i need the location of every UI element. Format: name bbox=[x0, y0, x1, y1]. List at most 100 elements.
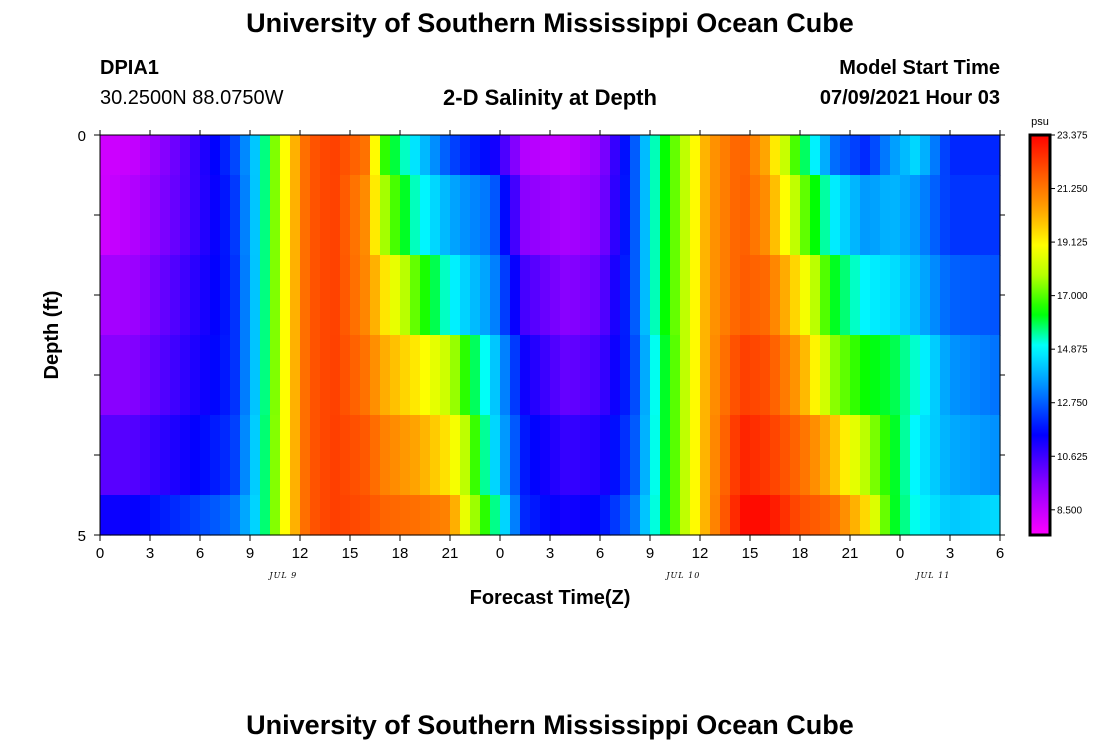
heatmap-cell bbox=[410, 495, 421, 536]
heatmap-cell bbox=[360, 415, 371, 496]
heatmap-cell bbox=[240, 135, 251, 176]
heatmap-cell bbox=[580, 255, 591, 336]
heatmap-cell bbox=[100, 175, 111, 256]
heatmap-cell bbox=[490, 415, 501, 496]
heatmap-cell bbox=[640, 175, 651, 256]
heatmap-cell bbox=[120, 335, 131, 416]
heatmap-cell bbox=[690, 335, 701, 416]
heatmap-cell bbox=[630, 335, 641, 416]
heatmap-cell bbox=[800, 255, 811, 336]
heatmap-cell bbox=[690, 255, 701, 336]
heatmap-cell bbox=[220, 135, 231, 176]
heatmap-cell bbox=[490, 175, 501, 256]
heatmap-cell bbox=[810, 335, 821, 416]
heatmap-cell bbox=[960, 335, 971, 416]
heatmap-cell bbox=[690, 495, 701, 536]
heatmap-cell bbox=[770, 135, 781, 176]
heatmap-cell bbox=[240, 255, 251, 336]
heatmap-cell bbox=[770, 335, 781, 416]
heatmap-cell bbox=[370, 255, 381, 336]
heatmap-cell bbox=[860, 415, 871, 496]
heatmap-cell bbox=[310, 415, 321, 496]
heatmap-cell bbox=[680, 495, 691, 536]
heatmap-cell bbox=[300, 255, 311, 336]
heatmap-cell bbox=[220, 175, 231, 256]
heatmap-cell bbox=[170, 495, 181, 536]
heatmap-cell bbox=[660, 255, 671, 336]
heatmap-cell bbox=[470, 495, 481, 536]
heatmap-cell bbox=[970, 135, 981, 176]
heatmap-cell bbox=[350, 415, 361, 496]
heatmap-cell bbox=[320, 335, 331, 416]
heatmap-cell bbox=[870, 495, 881, 536]
heatmap-cell bbox=[200, 135, 211, 176]
heatmap-cell bbox=[150, 255, 161, 336]
heatmap-cell bbox=[920, 335, 931, 416]
heatmap-cell bbox=[670, 175, 681, 256]
heatmap-cell bbox=[590, 335, 601, 416]
heatmap-cell bbox=[430, 255, 441, 336]
heatmap-cell bbox=[170, 135, 181, 176]
colorbar-tick-label: 8.500 bbox=[1057, 505, 1082, 516]
heatmap-cell bbox=[410, 335, 421, 416]
heatmap-cell bbox=[690, 135, 701, 176]
heatmap-cell bbox=[510, 255, 521, 336]
heatmap-cell bbox=[250, 175, 261, 256]
heatmap-cell bbox=[100, 495, 111, 536]
heatmap-cell bbox=[230, 135, 241, 176]
heatmap-cell bbox=[590, 415, 601, 496]
x-tick-label: 21 bbox=[842, 545, 859, 562]
heatmap-cell bbox=[310, 255, 321, 336]
heatmap-cell bbox=[820, 135, 831, 176]
heatmap-cell bbox=[840, 415, 851, 496]
heatmap-cell bbox=[540, 135, 551, 176]
colorbar-tick-label: 19.125 bbox=[1057, 238, 1088, 249]
heatmap-cell bbox=[720, 495, 731, 536]
heatmap-cell bbox=[760, 135, 771, 176]
heatmap-cell bbox=[890, 335, 901, 416]
heatmap-cell bbox=[100, 135, 111, 176]
heatmap-cell bbox=[920, 495, 931, 536]
heatmap-cell bbox=[560, 175, 571, 256]
heatmap-cell bbox=[540, 415, 551, 496]
heatmap-cell bbox=[470, 175, 481, 256]
heatmap-cell bbox=[380, 335, 391, 416]
heatmap-cell bbox=[180, 255, 191, 336]
heatmap-cell bbox=[110, 495, 121, 536]
heatmap-cell bbox=[360, 495, 371, 536]
heatmap-cell bbox=[920, 255, 931, 336]
heatmap-cell bbox=[630, 175, 641, 256]
x-date-label: JUL 10 bbox=[664, 571, 700, 580]
heatmap-cell bbox=[780, 175, 791, 256]
heatmap-cell bbox=[130, 255, 141, 336]
heatmap-cell bbox=[130, 495, 141, 536]
heatmap-cell bbox=[500, 415, 511, 496]
heatmap-cell bbox=[170, 415, 181, 496]
heatmap-cell bbox=[470, 135, 481, 176]
heatmap-cell bbox=[900, 495, 911, 536]
heatmap-cell bbox=[880, 335, 891, 416]
heatmap-cell bbox=[660, 415, 671, 496]
heatmap-cell bbox=[640, 335, 651, 416]
heatmap-cell bbox=[420, 175, 431, 256]
x-date-label: JUL 11 bbox=[914, 571, 950, 580]
heatmap-cell bbox=[860, 495, 871, 536]
heatmap-cell bbox=[940, 175, 951, 256]
heatmap-cell bbox=[290, 175, 301, 256]
heatmap-cell bbox=[590, 175, 601, 256]
heatmap-cell bbox=[270, 415, 281, 496]
heatmap-cell bbox=[250, 495, 261, 536]
heatmap-cell bbox=[920, 175, 931, 256]
heatmap-cell bbox=[550, 335, 561, 416]
heatmap-cell bbox=[350, 255, 361, 336]
heatmap-cell bbox=[760, 175, 771, 256]
x-tick-label: 12 bbox=[692, 545, 709, 562]
heatmap-cell bbox=[460, 415, 471, 496]
heatmap-cell bbox=[940, 135, 951, 176]
top-title: University of Southern Mississippi Ocean… bbox=[246, 8, 854, 38]
station-id: DPIA1 bbox=[100, 57, 159, 79]
heatmap-cell bbox=[270, 135, 281, 176]
heatmap-cell bbox=[380, 255, 391, 336]
x-tick-label: 15 bbox=[742, 545, 759, 562]
heatmap-cell bbox=[980, 335, 991, 416]
